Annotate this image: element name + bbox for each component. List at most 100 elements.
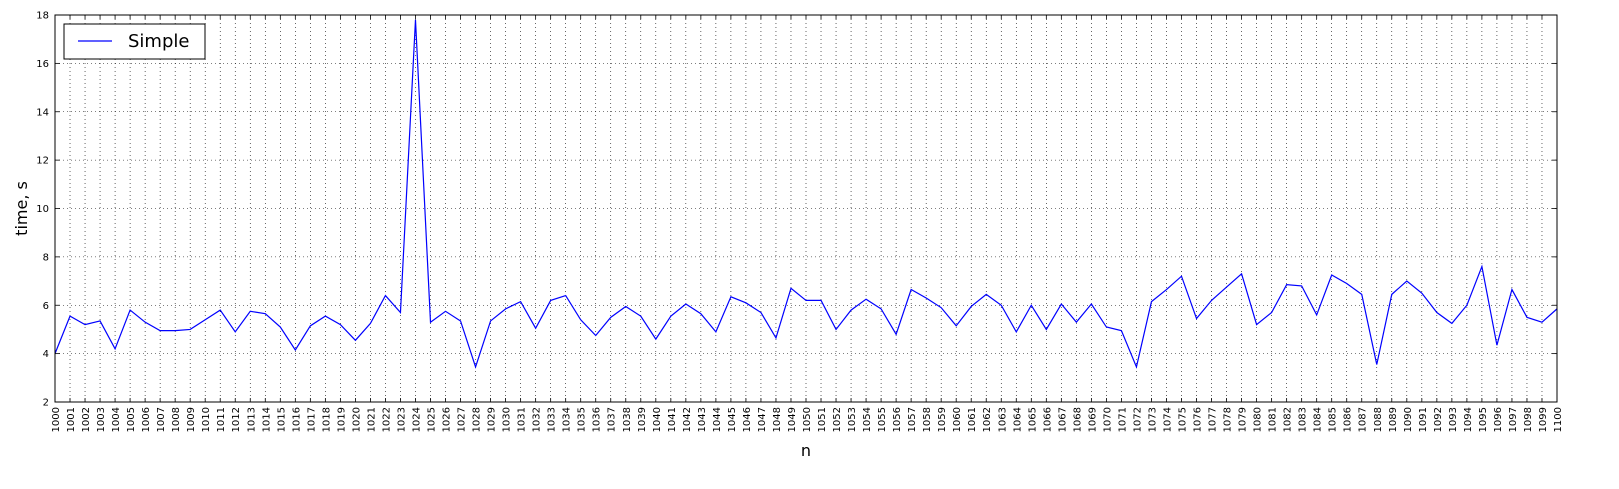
x-tick-label: 1061 [967,407,978,432]
y-tick-label: 6 [43,301,49,312]
x-tick-label: 1023 [396,407,407,432]
x-tick-label: 1078 [1223,407,1234,432]
x-tick-label: 1043 [697,407,708,432]
x-tick-label: 1051 [817,407,828,432]
x-tick-label: 1035 [577,407,588,432]
y-tick-label: 8 [43,252,49,263]
x-tick-label: 1016 [291,407,302,432]
x-tick-label: 1040 [652,407,663,432]
x-tick-label: 1018 [321,407,332,432]
x-tick-label: 1019 [336,407,347,432]
x-tick-label: 1024 [411,407,422,432]
y-tick-label: 14 [36,107,49,118]
y-tick-label: 12 [36,156,49,167]
x-tick-label: 1036 [592,407,603,432]
x-tick-label: 1002 [81,407,92,432]
x-tick-label: 1058 [922,407,933,432]
x-tick-label: 1022 [381,407,392,432]
x-tick-label: 1082 [1283,407,1294,432]
x-tick-label: 1087 [1358,407,1369,432]
grid-lines [54,14,1558,403]
x-tick-label: 1059 [937,407,948,432]
x-tick-label: 1083 [1298,407,1309,432]
x-tick-label: 1090 [1403,407,1414,432]
x-tick-label: 1076 [1193,407,1204,432]
x-tick-label: 1089 [1388,407,1399,432]
x-tick-label: 1008 [171,407,182,432]
x-tick-label: 1005 [126,407,137,432]
x-tick-label: 1094 [1463,407,1474,432]
x-tick-label: 1068 [1072,407,1083,432]
x-tick-label: 1084 [1313,407,1324,432]
x-tick-label: 1027 [457,407,468,432]
x-tick-label: 1044 [712,407,723,432]
x-tick-label: 1079 [1238,407,1249,432]
legend-label: Simple [128,31,189,52]
y-tick-label: 10 [36,204,49,215]
x-tick-label: 1096 [1493,407,1504,432]
x-tick-label: 1048 [772,407,783,432]
x-tick-label: 1071 [1117,407,1128,432]
x-tick-label: 1066 [1042,407,1053,432]
x-tick-label: 1060 [952,407,963,432]
x-tick-label: 1099 [1538,407,1549,432]
x-tick-label: 1029 [487,407,498,432]
x-tick-label: 1039 [637,407,648,432]
x-tick-label: 1091 [1418,407,1429,432]
x-tick-label: 1055 [877,407,888,432]
x-tick-label: 1028 [472,407,483,432]
x-tick-label: 1046 [742,407,753,432]
x-tick-label: 1093 [1448,407,1459,432]
x-tick-label: 1069 [1087,407,1098,432]
x-tick-label: 1098 [1523,407,1534,432]
x-tick-label: 1057 [907,407,918,432]
x-tick-label: 1056 [892,407,903,432]
x-tick-label: 1086 [1343,407,1354,432]
x-tick-label: 1095 [1478,407,1489,432]
x-tick-label: 1047 [757,407,768,432]
y-axis-ticks: 2 4 6 8 10 12 14 16 18 [36,11,1557,409]
x-tick-label: 1092 [1433,407,1444,432]
x-tick-label: 1049 [787,407,798,432]
x-tick-label: 1004 [111,407,122,432]
x-tick-label: 1050 [802,407,813,432]
x-tick-label: 1015 [276,407,287,432]
y-tick-label: 4 [43,349,49,360]
x-tick-label: 1097 [1508,407,1519,432]
x-tick-label: 1088 [1373,407,1384,432]
x-tick-label: 1063 [997,407,1008,432]
x-tick-label: 1020 [351,407,362,432]
x-tick-label: 1021 [366,407,377,432]
x-tick-label: 1025 [427,407,438,432]
x-tick-label: 1001 [66,407,77,432]
x-tick-label: 1037 [607,407,618,432]
x-tick-label: 1075 [1178,407,1189,432]
x-tick-label: 1065 [1027,407,1038,432]
x-tick-label: 1062 [982,407,993,432]
x-tick-label: 1052 [832,407,843,432]
x-tick-label: 1053 [847,407,858,432]
x-tick-label: 1033 [547,407,558,432]
x-tick-label: 1007 [156,407,167,432]
x-tick-label: 1009 [186,407,197,432]
x-tick-label: 1038 [622,407,633,432]
x-tick-label: 1070 [1102,407,1113,432]
x-tick-label: 1030 [502,407,513,432]
x-tick-label: 1000 [51,407,62,432]
x-tick-label: 1034 [562,407,573,432]
series-line-simple [54,19,1558,369]
x-tick-label: 1077 [1208,407,1219,432]
x-tick-label: 1011 [216,407,227,432]
x-tick-label: 1074 [1162,407,1173,432]
x-tick-label: 1054 [862,407,873,432]
x-tick-label: 1006 [141,407,152,432]
x-tick-label: 1032 [532,407,543,432]
x-tick-label: 1003 [96,407,107,432]
x-tick-label: 1010 [201,407,212,432]
x-tick-label: 1026 [442,407,453,432]
x-tick-label: 1042 [682,407,693,432]
x-tick-label: 1073 [1147,407,1158,432]
x-tick-label: 1072 [1132,407,1143,432]
x-tick-label: 1085 [1328,407,1339,432]
